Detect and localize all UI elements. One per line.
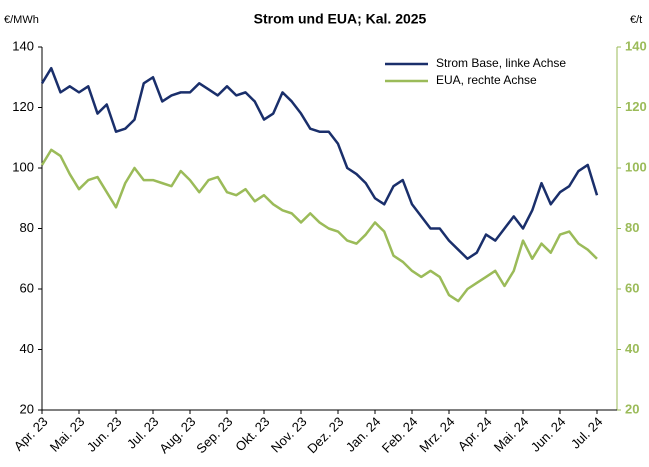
y2-unit: €/t bbox=[630, 14, 642, 26]
y2-tick-label: 80 bbox=[625, 220, 639, 235]
x-tick-label: Okt. 23 bbox=[232, 414, 272, 454]
y-tick-label: 60 bbox=[20, 280, 34, 295]
x-tick-label: Apr. 24 bbox=[455, 414, 495, 454]
y-tick-label: 20 bbox=[20, 401, 34, 416]
x-tick-label: Jul. 24 bbox=[568, 414, 606, 452]
x-tick-label: Aug. 23 bbox=[156, 414, 198, 456]
series-line bbox=[40, 66, 599, 260]
x-tick-label: Apr. 23 bbox=[11, 414, 51, 454]
x-tick-label: Dez. 23 bbox=[304, 414, 346, 456]
x-tick-label: Mrz. 24 bbox=[416, 414, 457, 455]
y2-tick-label: 20 bbox=[625, 401, 639, 416]
series-line bbox=[40, 148, 598, 303]
x-tick-label: Jun. 24 bbox=[528, 414, 569, 455]
x-tick-label: Feb. 24 bbox=[379, 414, 421, 456]
x-tick-label: Jan. 24 bbox=[343, 414, 384, 455]
x-tick-label: Jun. 23 bbox=[84, 414, 125, 455]
y-tick-label: 80 bbox=[20, 220, 34, 235]
y2-tick-label: 40 bbox=[625, 341, 639, 356]
x-tick-label: Sep. 23 bbox=[193, 414, 235, 456]
x-tick-label: Nov. 23 bbox=[268, 414, 310, 456]
y-tick-label: 140 bbox=[12, 38, 34, 53]
y2-tick-label: 120 bbox=[625, 99, 647, 114]
y-tick-label: 120 bbox=[12, 99, 34, 114]
y2-tick-label: 60 bbox=[625, 280, 639, 295]
y2-tick-label: 140 bbox=[625, 38, 647, 53]
x-tick-label: Mai. 23 bbox=[47, 414, 88, 455]
y-tick-label: 40 bbox=[20, 341, 34, 356]
legend-label: EUA, rechte Achse bbox=[436, 73, 537, 87]
legend-label: Strom Base, linke Achse bbox=[436, 56, 566, 70]
x-tick-label: Mai. 24 bbox=[491, 414, 532, 455]
y-tick-label: 100 bbox=[12, 159, 34, 174]
y-unit: €/MWh bbox=[4, 14, 39, 26]
chart-title: Strom und EUA; Kal. 2025 bbox=[254, 11, 427, 27]
y2-tick-label: 100 bbox=[625, 159, 647, 174]
